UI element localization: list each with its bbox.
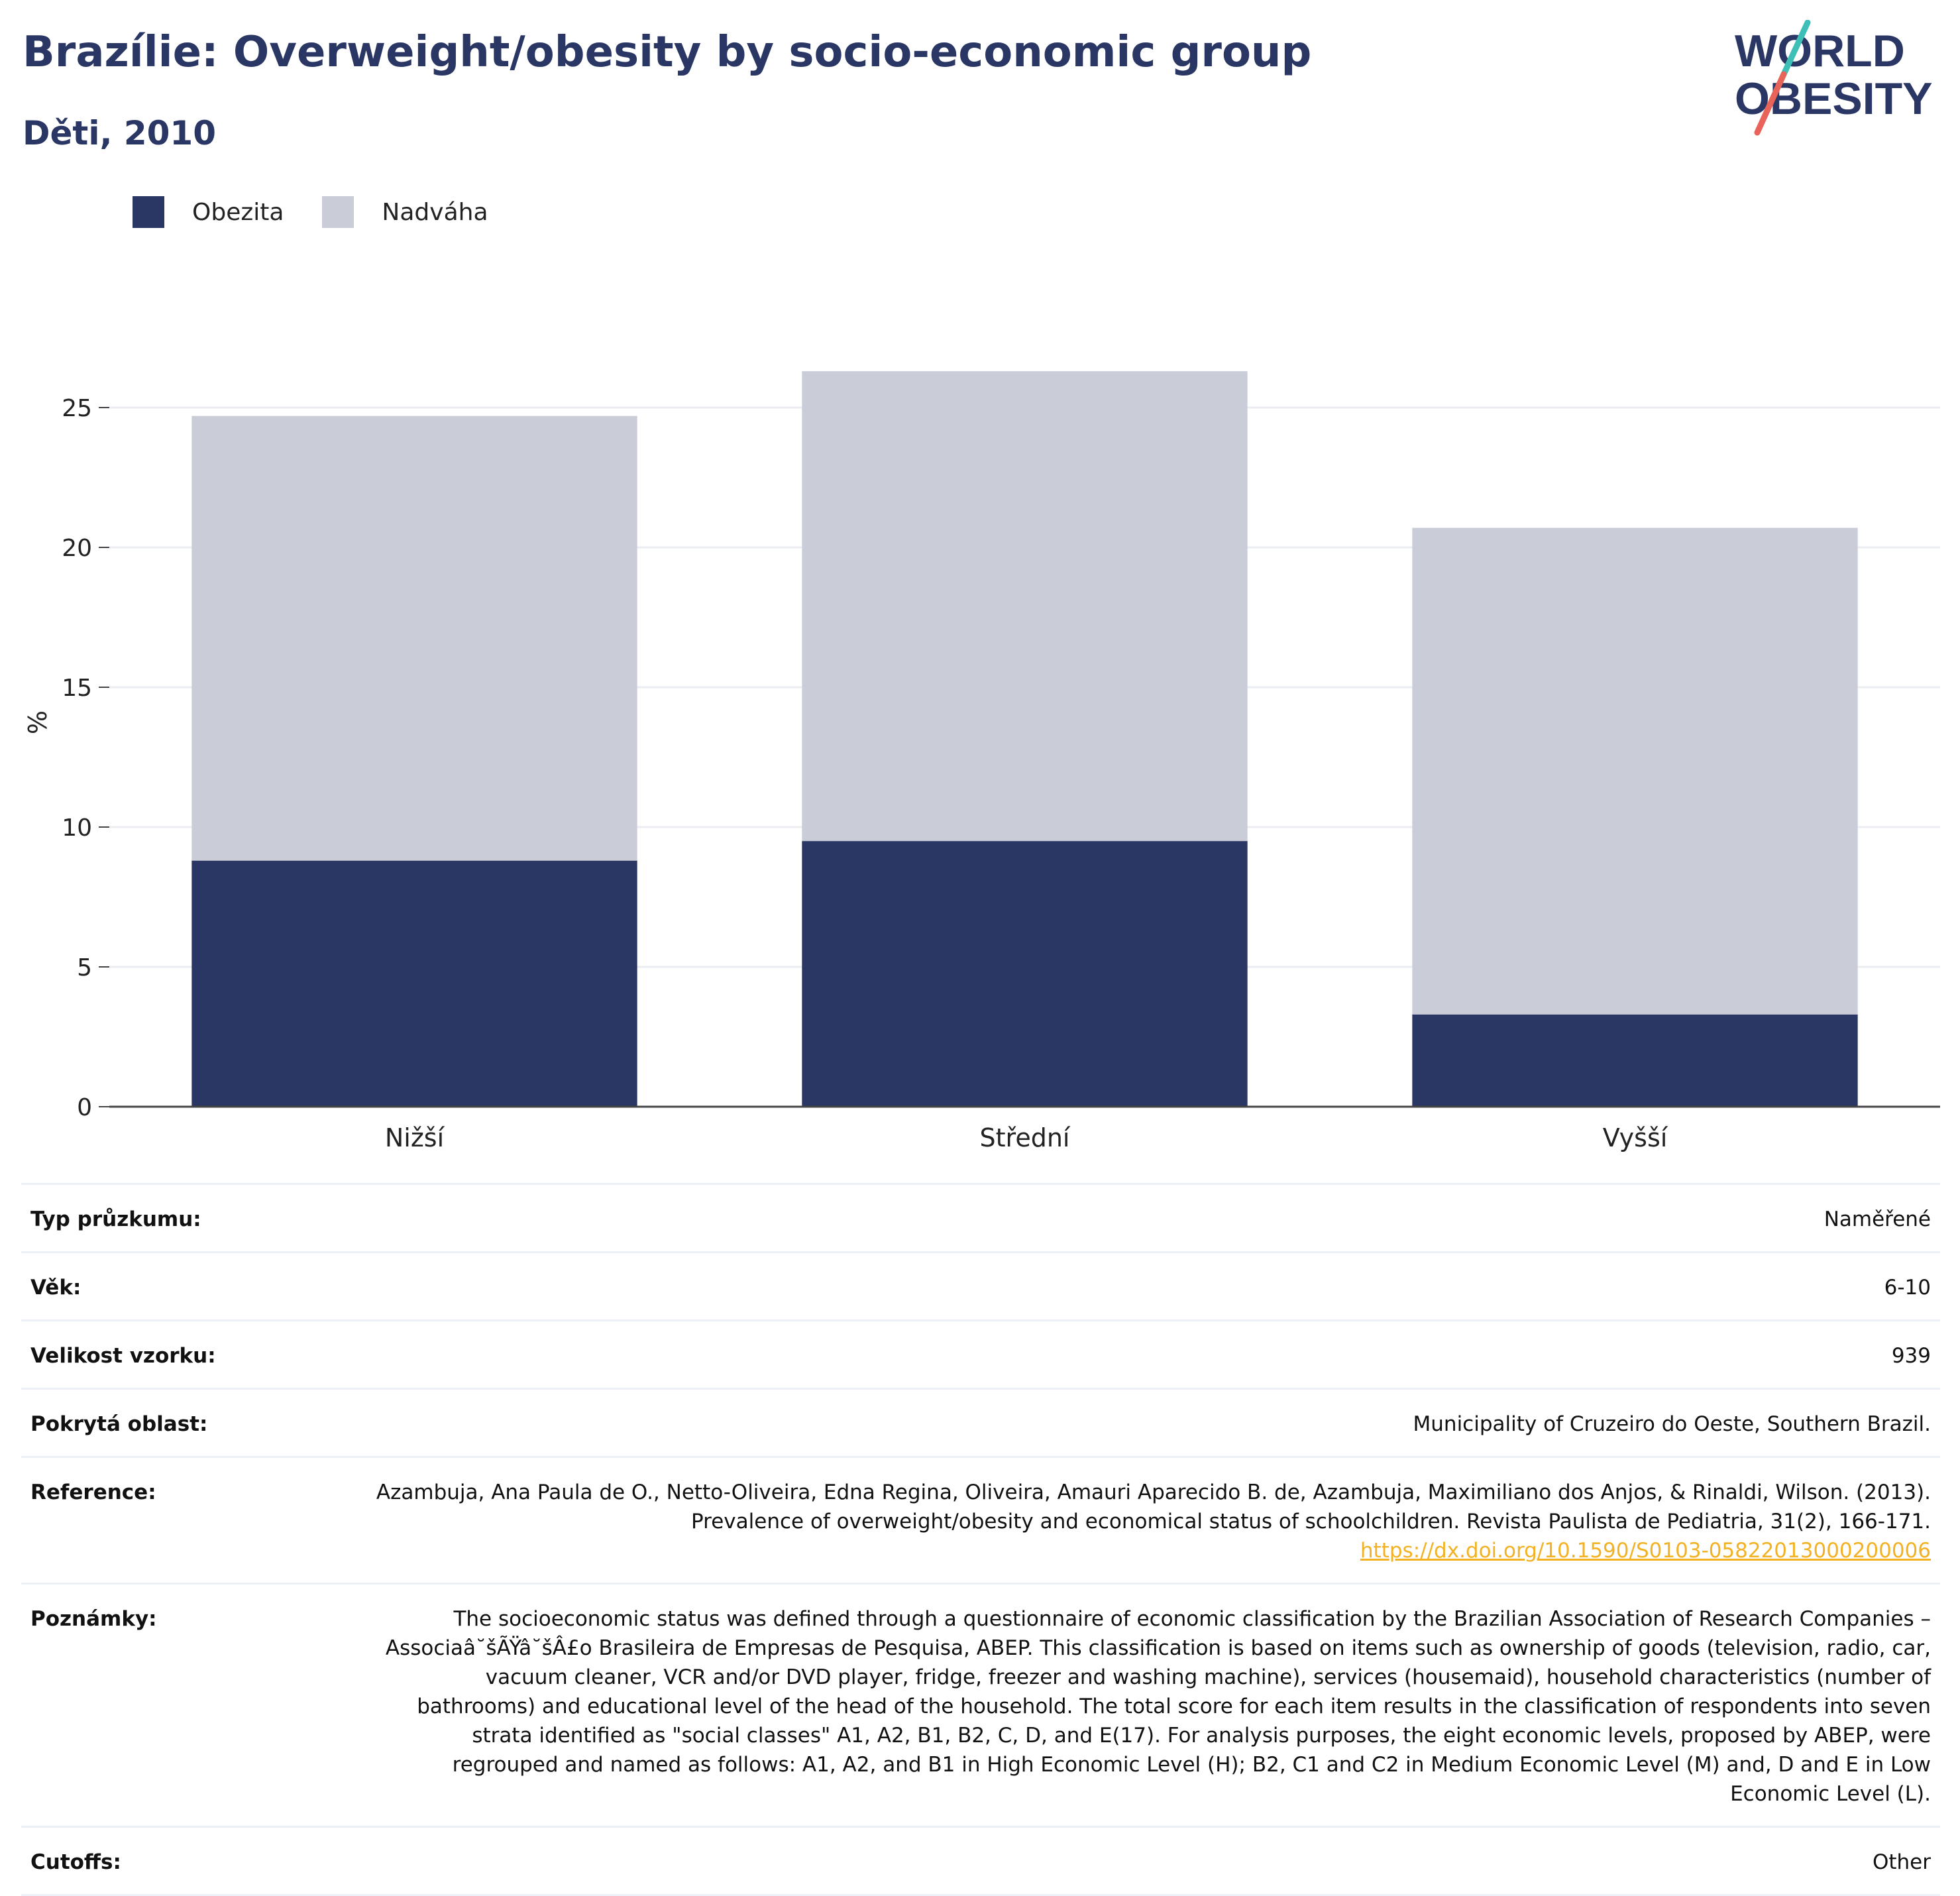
info-label: Typ průzkumu:: [30, 1207, 201, 1231]
info-label: Reference:: [30, 1480, 156, 1504]
world-obesity-logo: WORLD OBESITY: [1735, 20, 1933, 136]
info-label: Velikost vzorku:: [30, 1344, 216, 1368]
legend-label-obezita: Obezita: [192, 198, 284, 226]
info-row-notes: Poznámky: The socioeconomic status was d…: [21, 1585, 1940, 1828]
y-tick-label: 5: [77, 954, 92, 981]
info-value: Naměřené: [1824, 1207, 1931, 1231]
y-tick-label: 20: [62, 535, 92, 562]
reference-text: Azambuja, Ana Paula de O., Netto-Oliveir…: [376, 1480, 1931, 1534]
info-row-reference: Reference: Azambuja, Ana Paula de O., Ne…: [21, 1458, 1940, 1585]
legend-label-nadvaha: Nadváha: [382, 198, 488, 226]
info-row-cutoffs: Cutoffs: Other: [21, 1828, 1940, 1896]
info-label: Věk:: [30, 1276, 82, 1300]
x-tick-label: Střední: [980, 1123, 1071, 1152]
info-label: Pokrytá oblast:: [30, 1412, 208, 1436]
info-row-area: Pokrytá oblast: Municipality of Cruzeiro…: [21, 1390, 1940, 1458]
logo-slash-coral: [1754, 71, 1787, 136]
info-row-survey-type: Typ průzkumu: Naměřené: [21, 1185, 1940, 1253]
info-value: Municipality of Cruzeiro do Oeste, South…: [1413, 1412, 1931, 1436]
reference-doi-link[interactable]: https://dx.doi.org/10.1590/S0103-0582201…: [1360, 1539, 1931, 1563]
info-row-age: Věk: 6-10: [21, 1253, 1940, 1321]
info-value: The socioeconomic status was defined thr…: [385, 1607, 1931, 1806]
bar-nadvaha: [1412, 528, 1858, 1015]
info-value: 939: [1891, 1344, 1931, 1368]
page-subtitle: Děti, 2010: [23, 114, 217, 152]
info-value-reference: Azambuja, Ana Paula de O., Netto-Oliveir…: [367, 1478, 1931, 1565]
y-tick-label: 25: [62, 395, 92, 422]
logo-line-1: WORLD: [1735, 26, 1905, 76]
info-label: Poznámky:: [30, 1607, 157, 1631]
y-axis-label: %: [23, 710, 52, 734]
legend-item-nadvaha[interactable]: Nadváha: [322, 196, 488, 228]
y-tick-label: 0: [77, 1094, 92, 1121]
y-tick-label: 15: [62, 675, 92, 702]
bar-obezita: [802, 841, 1248, 1107]
legend-item-obezita[interactable]: Obezita: [133, 196, 284, 228]
bar-nadvaha: [191, 416, 637, 861]
chart-legend: Obezita Nadváha: [133, 196, 527, 228]
stacked-bar-chart: 0 5 10 15 20 25% Nižší Střední Vyšší: [23, 371, 1940, 1152]
info-value: 6-10: [1884, 1276, 1931, 1300]
x-tick-label: Vyšší: [1603, 1123, 1668, 1152]
bar-obezita: [1412, 1014, 1858, 1107]
y-tick-label: 10: [62, 814, 92, 842]
logo-slash-teal: [1780, 20, 1811, 78]
bar-obezita: [191, 860, 637, 1107]
bar-nadvaha: [802, 371, 1248, 842]
legend-swatch-nadvaha: [322, 196, 354, 228]
survey-info-table: Typ průzkumu: Naměřené Věk: 6-10 Velikos…: [21, 1183, 1940, 1896]
legend-swatch-obezita: [133, 196, 164, 228]
info-value: Other: [1872, 1850, 1931, 1874]
page-title: Brazílie: Overweight/obesity by socio-ec…: [23, 28, 1312, 77]
x-tick-label: Nižší: [385, 1123, 445, 1152]
info-label: Cutoffs:: [30, 1850, 121, 1874]
info-row-sample-size: Velikost vzorku: 939: [21, 1321, 1940, 1390]
